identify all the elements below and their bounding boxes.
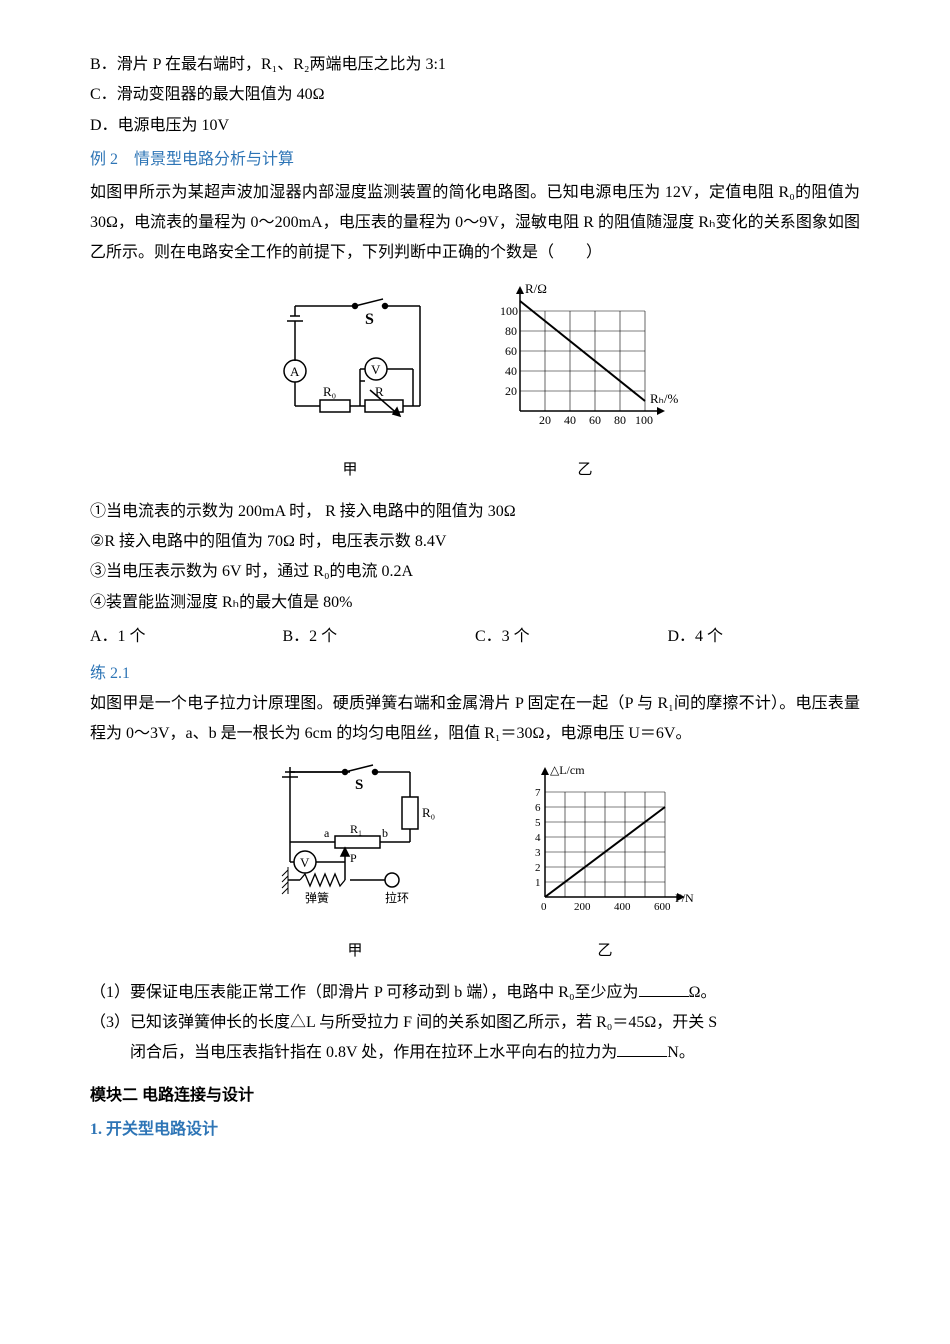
svg-text:600: 600 (654, 901, 671, 913)
choice-d: D．4 个 (668, 622, 861, 652)
svg-text:2: 2 (535, 862, 541, 874)
stmt4: ④装置能监测湿度 Rₕ的最大值是 80% (90, 588, 860, 618)
option-b: B．滑片 P 在最右端时，R₁、R₂两端电压之比为 3:1 (90, 50, 860, 80)
blank-2 (617, 1041, 667, 1057)
circuit-diagram-2: S R₀ b R₁ a (250, 762, 460, 966)
svg-text:S: S (365, 311, 374, 328)
stmt1: ①当电流表的示数为 200mA 时， R 接入电路中的阻值为 30Ω (90, 497, 860, 527)
svg-text:弹簧: 弹簧 (305, 890, 329, 905)
svg-text:1: 1 (535, 877, 541, 889)
chart-2: △L/cm 7 6 5 4 3 2 1 0 200 400 600 F/N 乙 (510, 762, 700, 966)
svg-text:P: P (350, 851, 357, 865)
svg-text:R₀: R₀ (422, 805, 435, 820)
svg-text:60: 60 (505, 344, 517, 358)
diagram1-label-left: 甲 (265, 456, 435, 485)
svg-text:20: 20 (505, 384, 517, 398)
q1: （1）要保证电压表能正常工作（即滑片 P 可移动到 b 端），电路中 R₀至少应… (90, 978, 860, 1008)
svg-text:V: V (371, 362, 381, 377)
choice-c: C．3 个 (475, 622, 668, 652)
svg-text:A: A (290, 364, 300, 379)
choice-b: B．2 个 (283, 622, 476, 652)
option-c: C．滑动变阻器的最大阻值为 40Ω (90, 80, 860, 110)
practice21-body: 如图甲是一个电子拉力计原理图。硬质弹簧右端和金属滑片 P 固定在一起（P 与 R… (90, 689, 860, 750)
svg-text:Rₕ/%: Rₕ/% (650, 391, 679, 406)
svg-text:80: 80 (505, 324, 517, 338)
diagram2-label-right: 乙 (510, 937, 700, 966)
q3-line2-pre: 闭合后，当电压表指针指在 0.8V 处，作用在拉环上水平向右的拉力为 (130, 1044, 617, 1061)
circuit-diagram-1: S A R₀ (265, 291, 435, 485)
chart-1: R/Ω 100 80 60 40 20 20 40 60 80 100 Rₕ/%… (485, 281, 685, 485)
svg-text:60: 60 (589, 413, 601, 427)
stmt2: ②R 接入电路中的阻值为 70Ω 时，电压表示数 8.4V (90, 527, 860, 557)
module2-title: 模块二 电路连接与设计 (90, 1081, 860, 1111)
svg-text:R₀: R₀ (323, 384, 336, 399)
diagram2-label-left: 甲 (250, 937, 460, 966)
svg-text:拉环: 拉环 (385, 890, 409, 905)
q1-post: Ω。 (689, 984, 717, 1001)
svg-text:40: 40 (564, 413, 576, 427)
svg-text:R/Ω: R/Ω (525, 281, 547, 296)
q3-line2: 闭合后，当电压表指针指在 0.8V 处，作用在拉环上水平向右的拉力为 N。 (90, 1038, 860, 1068)
diagram1-label-right: 乙 (485, 456, 685, 485)
svg-text:400: 400 (614, 901, 631, 913)
svg-text:b: b (382, 826, 388, 840)
svg-text:a: a (324, 826, 330, 840)
svg-text:40: 40 (505, 364, 517, 378)
svg-text:R₁: R₁ (350, 822, 362, 836)
svg-text:△L/cm: △L/cm (550, 763, 585, 777)
module2-sub1: 1. 开关型电路设计 (90, 1115, 860, 1145)
example2-title: 例 2 情景型电路分析与计算 (90, 145, 860, 175)
practice21-title: 练 2.1 (90, 659, 860, 689)
svg-text:3: 3 (535, 847, 541, 859)
svg-text:200: 200 (574, 901, 591, 913)
svg-text:R: R (375, 384, 384, 399)
choice-a: A．1 个 (90, 622, 283, 652)
option-d: D．电源电压为 10V (90, 111, 860, 141)
svg-text:100: 100 (500, 304, 518, 318)
svg-text:S: S (355, 777, 363, 793)
svg-text:F/N: F/N (675, 891, 694, 905)
choice-row: A．1 个 B．2 个 C．3 个 D．4 个 (90, 622, 860, 652)
svg-text:5: 5 (535, 817, 541, 829)
svg-text:100: 100 (635, 413, 653, 427)
svg-text:6: 6 (535, 802, 541, 814)
svg-text:0: 0 (541, 901, 547, 913)
q3-line2-post: N。 (667, 1044, 695, 1061)
diagram1: S A R₀ (90, 281, 860, 485)
blank-1 (639, 981, 689, 997)
svg-text:80: 80 (614, 413, 626, 427)
diagram2: S R₀ b R₁ a (90, 762, 860, 966)
svg-text:4: 4 (535, 832, 541, 844)
example2-body: 如图甲所示为某超声波加湿器内部湿度监测装置的简化电路图。已知电源电压为 12V，… (90, 178, 860, 269)
svg-text:7: 7 (535, 787, 541, 799)
svg-text:20: 20 (539, 413, 551, 427)
stmt3: ③当电压表示数为 6V 时，通过 R₀的电流 0.2A (90, 557, 860, 587)
q3-line1: （3）已知该弹簧伸长的长度△L 与所受拉力 F 间的关系如图乙所示，若 R₀＝4… (90, 1008, 860, 1038)
svg-text:V: V (300, 855, 310, 870)
q1-pre: （1）要保证电压表能正常工作（即滑片 P 可移动到 b 端），电路中 R₀至少应… (90, 984, 639, 1001)
